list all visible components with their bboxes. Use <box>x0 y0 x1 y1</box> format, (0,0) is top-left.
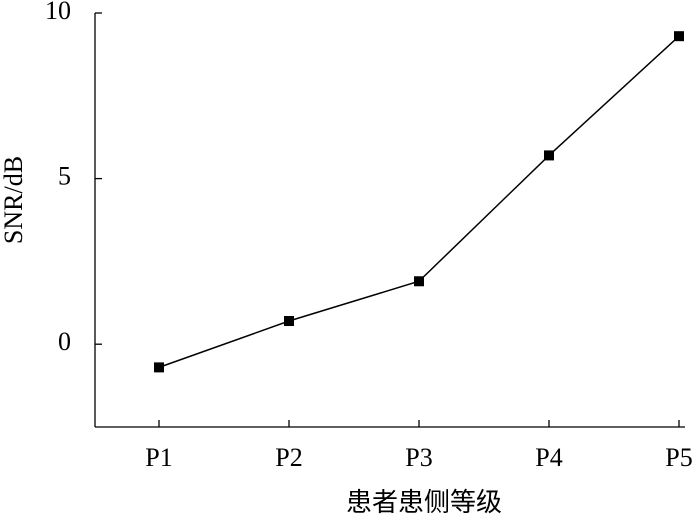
x-tick-label: P3 <box>405 443 432 472</box>
y-tick-label: 0 <box>58 327 71 356</box>
x-tick-label: P5 <box>665 443 692 472</box>
point-marker <box>414 276 424 287</box>
series-line <box>158 35 680 369</box>
y-axis-title: SNR/dB <box>0 156 28 244</box>
x-tick-label: P1 <box>145 443 172 472</box>
x-axis-title: 患者患侧等级 <box>346 488 502 517</box>
y-tick-label: 10 <box>45 0 71 25</box>
point-marker <box>284 316 294 327</box>
x-tick-label: P4 <box>535 443 562 472</box>
point-marker <box>674 31 684 42</box>
x-tick-label: P2 <box>275 443 302 472</box>
y-tick-label: 5 <box>58 162 71 191</box>
point-marker <box>154 362 164 373</box>
point-marker <box>544 150 554 161</box>
